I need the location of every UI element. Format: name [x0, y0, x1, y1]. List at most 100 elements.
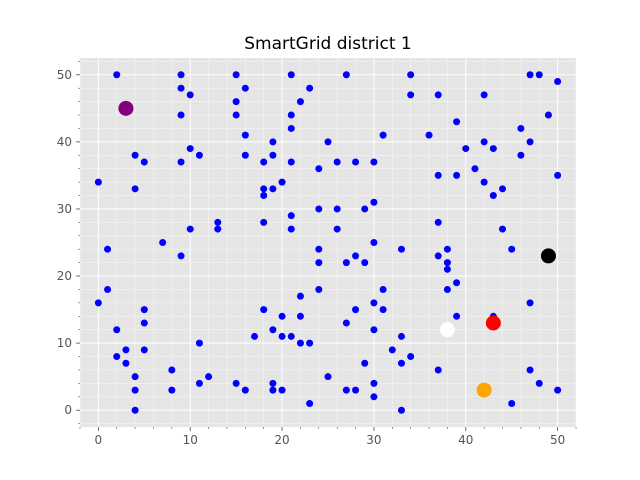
data-point [434, 171, 442, 179]
data-point [278, 312, 286, 320]
data-point [214, 218, 222, 226]
data-point [407, 353, 415, 361]
data-point [113, 71, 121, 79]
data-point [315, 165, 323, 173]
data-point [333, 225, 341, 233]
data-point [352, 386, 360, 394]
x-tick-label: 20 [274, 433, 289, 447]
data-point [480, 178, 488, 186]
data-point [535, 71, 543, 79]
data-point [287, 332, 295, 340]
data-point [370, 393, 378, 401]
data-point [342, 386, 350, 394]
data-point [370, 239, 378, 246]
data-point [554, 386, 562, 394]
data-point [251, 332, 259, 340]
data-point [554, 77, 562, 85]
data-point [471, 165, 479, 173]
data-point [453, 279, 461, 287]
data-point [287, 212, 295, 220]
highlight-point [476, 382, 492, 398]
data-point [434, 91, 442, 99]
data-point [535, 379, 543, 387]
data-point [434, 366, 442, 374]
data-point [342, 71, 350, 79]
data-point [177, 252, 185, 260]
data-point [296, 312, 304, 320]
data-point [232, 98, 240, 106]
data-point [379, 285, 387, 293]
data-point [287, 124, 295, 132]
data-point [140, 306, 148, 314]
data-point [306, 400, 314, 408]
data-point [186, 145, 194, 153]
data-point [241, 386, 249, 394]
data-point [131, 151, 139, 159]
data-point [425, 131, 433, 139]
data-point [241, 84, 249, 92]
data-point [177, 111, 185, 119]
data-point [315, 205, 323, 213]
data-point [131, 386, 139, 394]
data-point [177, 84, 185, 92]
data-point [407, 91, 415, 99]
data-point [499, 225, 507, 233]
data-point [168, 366, 176, 374]
data-point [370, 326, 378, 334]
data-point [489, 192, 497, 200]
data-point [113, 326, 121, 334]
data-point [453, 171, 461, 179]
y-tick-label: 30 [57, 202, 72, 216]
data-point [315, 245, 323, 253]
y-tick-label: 20 [57, 269, 72, 283]
data-point [232, 71, 240, 79]
data-point [434, 218, 442, 226]
chart-title: SmartGrid district 1 [244, 34, 412, 54]
plot-area-background [80, 58, 576, 427]
data-point [195, 379, 203, 387]
data-point [94, 299, 102, 307]
data-point [287, 158, 295, 166]
data-point [140, 158, 148, 166]
data-point [186, 91, 194, 99]
data-point [195, 151, 203, 159]
y-tick-label: 50 [57, 68, 72, 82]
data-point [269, 386, 277, 394]
data-point [159, 239, 167, 246]
data-point [260, 185, 268, 193]
x-tick-label: 10 [183, 433, 198, 447]
data-point [361, 205, 369, 213]
data-point [526, 366, 534, 374]
data-point [241, 131, 249, 139]
highlight-point [540, 248, 556, 264]
data-point [315, 259, 323, 267]
data-point [443, 245, 451, 253]
data-point [131, 373, 139, 381]
data-point [379, 306, 387, 314]
data-point [195, 339, 203, 347]
data-point [453, 118, 461, 126]
data-point [489, 145, 497, 153]
data-point [287, 71, 295, 79]
data-point [306, 84, 314, 92]
data-point [361, 359, 369, 367]
data-point [94, 178, 102, 186]
data-point [379, 131, 387, 139]
x-tick-label: 50 [550, 433, 565, 447]
data-point [407, 71, 415, 79]
data-point [296, 98, 304, 106]
data-point [342, 259, 350, 267]
data-points [94, 71, 562, 414]
data-point [269, 138, 277, 146]
data-point [287, 111, 295, 119]
data-point [122, 346, 130, 354]
data-point [480, 138, 488, 146]
data-point [361, 259, 369, 267]
data-point [278, 386, 286, 394]
data-point [296, 339, 304, 347]
data-point [214, 225, 222, 233]
x-tick-label: 30 [366, 433, 381, 447]
data-point [499, 185, 507, 193]
data-point [104, 285, 112, 293]
